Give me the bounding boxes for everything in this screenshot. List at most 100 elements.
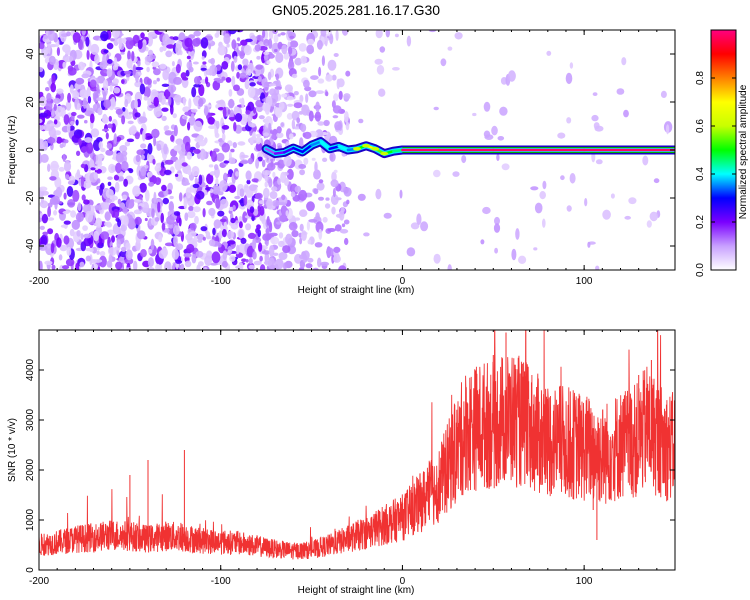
noise-blob — [331, 74, 337, 81]
noise-blob — [100, 182, 105, 190]
noise-blob — [78, 61, 85, 71]
noise-blob — [158, 249, 168, 259]
noise-blob — [60, 224, 68, 228]
noise-blob — [299, 237, 303, 245]
noise-blob — [231, 39, 237, 50]
noise-blob — [214, 132, 220, 139]
snr-x-tick-label: -200 — [29, 576, 49, 587]
noise-blob — [293, 102, 303, 109]
noise-blob — [333, 246, 341, 253]
noise-blob — [191, 253, 197, 264]
noise-blob — [245, 259, 249, 263]
noise-blob — [158, 234, 163, 243]
noise-blob — [110, 96, 116, 107]
noise-blob — [122, 206, 128, 214]
noise-blob — [40, 234, 48, 246]
noise-blob — [126, 138, 135, 143]
noise-blob — [212, 227, 216, 236]
noise-blob — [40, 196, 44, 204]
noise-blob — [303, 79, 310, 88]
noise-blob — [101, 115, 109, 124]
noise-blob — [216, 30, 220, 36]
noise-blob — [263, 51, 270, 56]
noise-blob — [288, 221, 298, 231]
noise-blob — [190, 108, 198, 113]
spectrogram-panel: -200 -100 0 100 40 20 0 -20 -40 Height of strai… — [7, 29, 676, 296]
noise-blob — [569, 62, 574, 69]
noise-blob — [215, 177, 219, 187]
chart-title: GN05.2025.281.16.17.G30 — [272, 2, 440, 18]
noise-blob — [77, 202, 82, 212]
noise-blob — [249, 35, 257, 46]
noise-blob — [242, 58, 249, 66]
noise-blob — [253, 260, 262, 266]
noise-blob — [153, 68, 161, 76]
noise-blob — [163, 143, 168, 155]
noise-blob — [47, 163, 51, 172]
noise-blob — [76, 103, 81, 111]
noise-blob — [234, 124, 243, 134]
noise-blob — [221, 133, 226, 141]
noise-blob — [76, 150, 81, 156]
noise-blob — [184, 260, 192, 268]
noise-blob — [188, 98, 192, 110]
spectrogram-y-tick-label: -40 — [25, 238, 36, 253]
noise-blob — [173, 94, 182, 103]
noise-blob — [253, 208, 259, 216]
snr-y-tick-label: 4000 — [25, 358, 36, 381]
noise-blob — [234, 220, 240, 224]
noise-blob — [332, 187, 336, 198]
noise-blob — [183, 252, 192, 258]
noise-blob — [188, 116, 196, 126]
noise-blob — [277, 177, 281, 185]
colorbar-tick-label: 0.4 — [695, 167, 706, 181]
noise-blob — [283, 155, 292, 167]
spectrogram-xlabel: Height of straight line (km) — [298, 285, 415, 296]
noise-blob — [50, 242, 55, 254]
noise-blob — [151, 208, 155, 219]
noise-blob — [274, 48, 278, 53]
noise-blob — [196, 264, 201, 270]
noise-blob — [258, 46, 268, 51]
signal-segment — [273, 151, 286, 155]
noise-blob — [152, 158, 156, 165]
noise-blob — [155, 263, 161, 270]
noise-blob — [584, 198, 588, 207]
noise-blob — [325, 74, 333, 82]
noise-blob — [56, 88, 64, 94]
noise-blob — [158, 30, 168, 33]
noise-blob — [91, 246, 97, 254]
noise-blob — [117, 198, 122, 205]
noise-blob — [134, 132, 140, 140]
noise-blob — [195, 250, 204, 258]
noise-blob — [72, 90, 80, 100]
noise-blob — [334, 121, 342, 131]
noise-blob — [99, 60, 108, 70]
noise-blob — [112, 64, 119, 71]
noise-blob — [226, 43, 230, 48]
noise-blob — [219, 218, 227, 223]
noise-blob — [184, 212, 189, 221]
noise-blob — [192, 61, 199, 65]
noise-blob — [147, 97, 152, 107]
noise-blob — [146, 135, 153, 140]
noise-blob — [48, 126, 56, 138]
noise-blob — [234, 113, 243, 122]
noise-blob — [228, 116, 236, 121]
noise-blob — [239, 188, 245, 197]
noise-blob — [90, 113, 95, 124]
noise-blob — [154, 165, 162, 172]
noise-blob — [602, 209, 611, 220]
noise-blob — [202, 236, 206, 241]
noise-blob — [148, 181, 155, 187]
noise-blob — [272, 200, 281, 207]
noise-blob — [173, 124, 178, 137]
noise-blob — [341, 30, 349, 36]
noise-blob — [256, 136, 262, 145]
noise-blob — [55, 186, 63, 199]
noise-blob — [100, 231, 110, 240]
noise-blob — [89, 79, 97, 88]
noise-blob — [332, 115, 339, 119]
noise-blob — [282, 245, 291, 254]
noise-blob — [300, 55, 308, 64]
